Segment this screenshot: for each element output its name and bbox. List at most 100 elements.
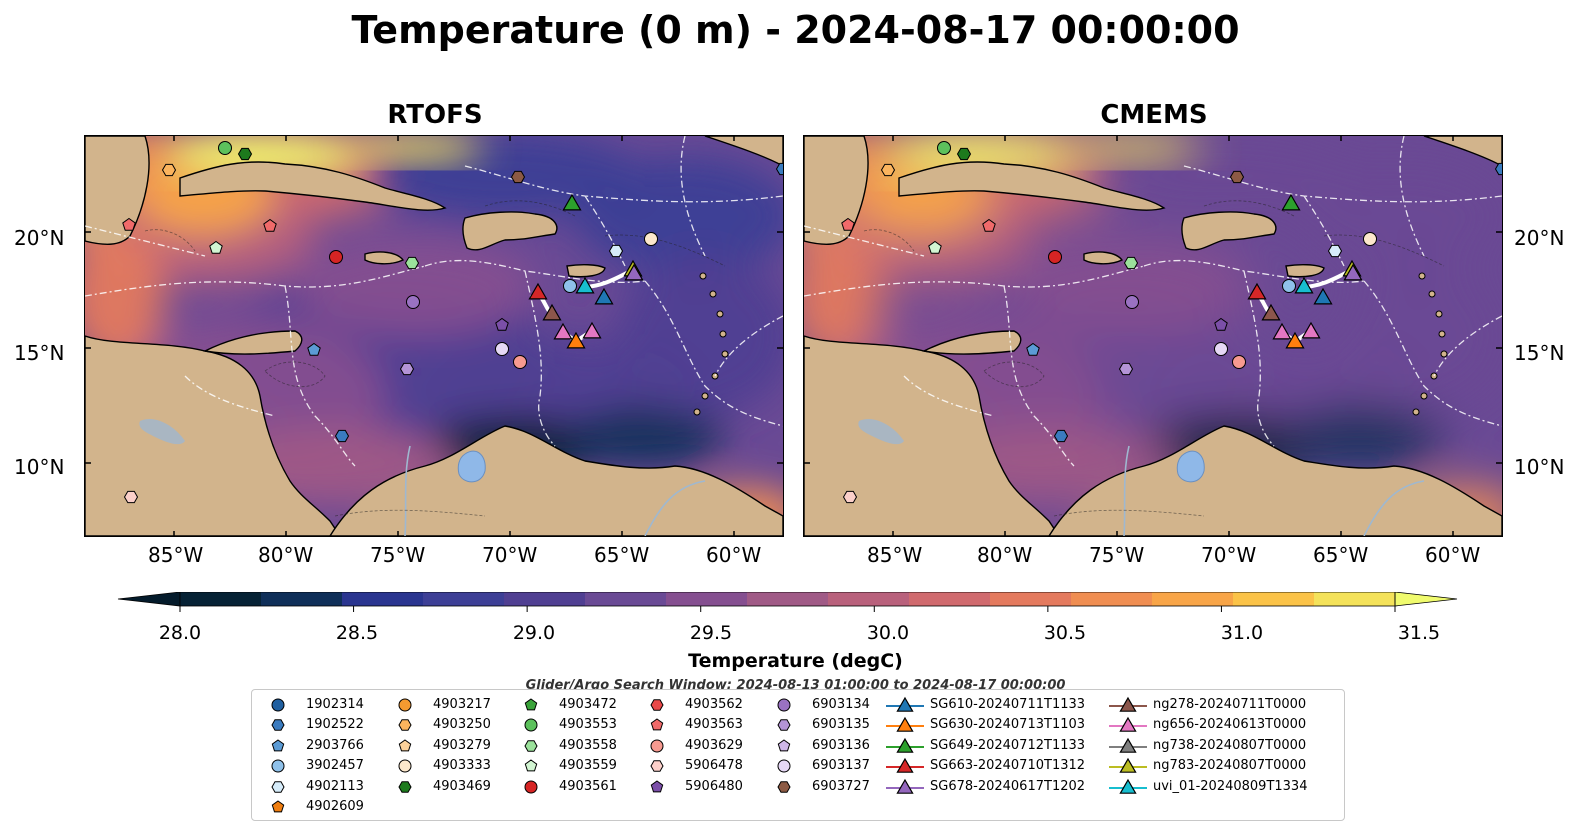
colorbar-tick-29-5: 29.5 xyxy=(689,622,733,644)
lon-label-right-80: 80°W xyxy=(977,543,1033,567)
map-cmems-canvas xyxy=(804,136,1502,536)
argo-float-4903250 xyxy=(161,163,177,177)
argo-float-4902113 xyxy=(1327,244,1343,258)
colorbar-bin xyxy=(585,592,667,606)
colorbar-bin xyxy=(504,592,586,606)
legend-marker-4903472 xyxy=(524,698,538,711)
colorbar-bin xyxy=(342,592,424,606)
map-rtofs-canvas xyxy=(85,136,783,536)
land-lesser-antilles xyxy=(699,272,707,280)
legend-marker-6903137 xyxy=(777,759,791,773)
land-lesser-antilles xyxy=(1420,392,1428,400)
legend-label: 1902522 xyxy=(306,717,364,733)
lake-maracaibo xyxy=(1176,450,1205,483)
argo-float-4903558 xyxy=(404,256,420,270)
argo-float-4903629 xyxy=(513,355,527,369)
figure-title: Temperature (0 m) - 2024-08-17 00:00:00 xyxy=(351,8,1240,52)
legend-label: SG630-20240713T1103 xyxy=(930,717,1086,733)
legend-label: 4902113 xyxy=(306,778,364,794)
lon-label-left-80: 80°W xyxy=(258,543,314,567)
argo-float-4903563 xyxy=(122,217,136,231)
land-lesser-antilles xyxy=(721,350,729,358)
legend-marker-SG663-20240710T1312 xyxy=(896,757,914,773)
lon-label-left-75: 75°W xyxy=(370,543,426,567)
map-rtofs xyxy=(84,135,784,537)
argo-float-4903558 xyxy=(1123,256,1139,270)
glider-ng656-20240613T0000 xyxy=(582,321,602,339)
colorbar-bin xyxy=(423,592,505,606)
colorbar-bin xyxy=(747,592,829,606)
argo-float-1902522 xyxy=(1053,429,1069,443)
legend-label: 2903766 xyxy=(306,737,364,753)
legend-label: 4903563 xyxy=(685,717,743,733)
panel-title-rtofs: RTOFS xyxy=(387,100,483,130)
legend-label: 4903469 xyxy=(433,778,491,794)
legend-label: ng656-20240613T0000 xyxy=(1153,717,1307,733)
lon-label-left-60: 60°W xyxy=(706,543,762,567)
argo-float-5906480 xyxy=(495,317,509,331)
argo-float-5906478 xyxy=(123,490,139,504)
argo-float-1902522 xyxy=(775,162,783,176)
legend-marker-4903561 xyxy=(524,780,538,794)
argo-float-2903766 xyxy=(1026,342,1040,356)
legend-label: 5906480 xyxy=(685,778,743,794)
colorbar-extend-min xyxy=(117,592,181,607)
land-lesser-antilles xyxy=(709,290,717,298)
land-yucatan xyxy=(85,136,150,245)
glider-ng278-20240711T0000 xyxy=(1261,303,1281,321)
argo-float-4903559 xyxy=(209,240,223,254)
legend-marker-6903727 xyxy=(777,780,791,793)
colorbar-extend-max xyxy=(1394,592,1458,607)
legend-marker-5906480 xyxy=(650,779,664,792)
colorbar-label: Temperature (degC) xyxy=(688,650,903,672)
land-lesser-antilles xyxy=(693,408,701,416)
argo-float-4903333 xyxy=(1363,232,1377,246)
lat-label-left-10: 10°N xyxy=(14,455,65,479)
colorbar-bin xyxy=(1071,592,1153,606)
panel-title-cmems: CMEMS xyxy=(1100,100,1208,130)
legend-label: 6903136 xyxy=(812,737,870,753)
argo-float-6903137 xyxy=(1214,342,1228,356)
legend-marker-4903563 xyxy=(650,718,664,731)
glider-ng656-20240613T0000 xyxy=(1272,322,1292,340)
colorbar-tick-31-5: 31.5 xyxy=(1397,622,1441,644)
legend-label: 4903629 xyxy=(685,737,743,753)
argo-float-4903250 xyxy=(880,163,896,177)
legend-marker-2903766 xyxy=(271,739,285,752)
legend-marker-ng656-20240613T0000 xyxy=(1119,717,1137,733)
argo-float-4903561 xyxy=(1048,250,1062,264)
colorbar-frame xyxy=(179,592,1396,607)
argo-float-6903727 xyxy=(1229,170,1245,184)
legend-marker-6903135 xyxy=(777,719,791,732)
lat-label-left-15: 15°N xyxy=(14,341,65,365)
glider-SG610-20240711T1133 xyxy=(594,287,614,305)
lat-label-left-20: 20°N xyxy=(14,226,65,250)
argo-float-2903766 xyxy=(307,342,321,356)
argo-float-3902457 xyxy=(563,279,577,293)
argo-float-4903561 xyxy=(329,250,343,264)
argo-float-4903563 xyxy=(263,218,277,232)
legend-label: ng783-20240807T0000 xyxy=(1153,758,1307,774)
argo-float-6903727 xyxy=(510,170,526,184)
lon-label-left-85: 85°W xyxy=(148,543,204,567)
land-lesser-antilles xyxy=(1418,272,1426,280)
legend-label: 6903727 xyxy=(812,778,870,794)
legend-marker-4903559 xyxy=(524,759,538,772)
land-puerto-rico xyxy=(1285,263,1325,278)
legend-label: 3902457 xyxy=(306,758,364,774)
legend-marker-4903553 xyxy=(524,718,538,732)
legend-label: 4903279 xyxy=(433,737,491,753)
lake-nicaragua xyxy=(858,418,904,445)
legend-marker-SG630-20240713T1103 xyxy=(896,717,914,733)
lat-label-right-20: 20°N xyxy=(1514,226,1565,250)
land-lesser-antilles xyxy=(716,310,724,318)
lon-label-right-75: 75°W xyxy=(1089,543,1145,567)
glider-SG649-20240712T1133 xyxy=(562,193,582,211)
colorbar-tick-31-0: 31.0 xyxy=(1220,622,1264,644)
glider-SG678-20240617T1202 xyxy=(624,263,644,281)
legend-label: 6903135 xyxy=(812,717,870,733)
glider-SG678-20240617T1202 xyxy=(1343,263,1363,281)
glider-uvi_01-20240809T1334 xyxy=(575,276,595,294)
land-yucatan xyxy=(804,136,869,245)
colorbar-bin xyxy=(909,592,991,606)
